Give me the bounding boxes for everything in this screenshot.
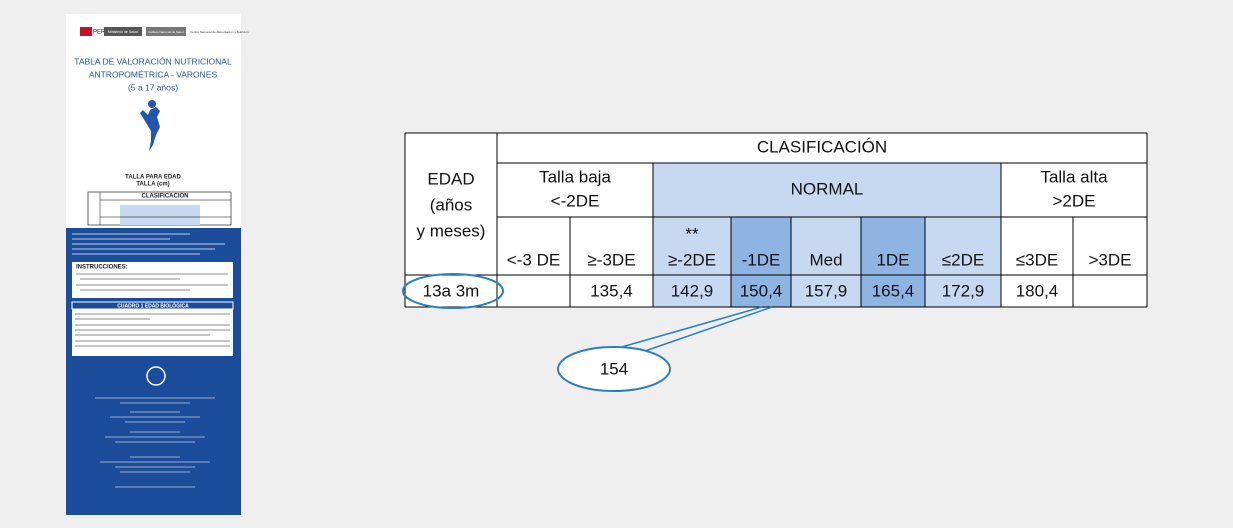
group-header: <-2DE (551, 191, 600, 210)
mini-normal (120, 205, 200, 225)
mini-header: CLASIFICACIÓN (142, 192, 189, 200)
note-mark: ** (685, 224, 699, 243)
logo-text: Centro Nacional de Alimentación y Nutric… (190, 30, 249, 34)
page: PERÚ Ministerio de Salud Instituto Nacio… (0, 0, 1233, 528)
logo-text: Ministerio de Salud (108, 30, 138, 34)
instructions-title: INSTRUCCIONES: (76, 265, 128, 271)
mini-title: TALLA PARA EDAD (125, 175, 181, 181)
age-cell: 13a 3m (423, 281, 480, 300)
edad-header: EDAD (427, 169, 474, 188)
column-header: ≥-2DE (668, 250, 716, 269)
callout-value: 154 (600, 359, 628, 378)
brochure: PERÚ Ministerio de Salud Instituto Nacio… (66, 14, 249, 515)
column-header: Med (809, 250, 842, 269)
value-cell: 142,9 (671, 281, 714, 300)
logo-text: Instituto Nacional de Salud (148, 30, 184, 34)
column-header: ≤2DE (942, 250, 984, 269)
group-header: >2DE (1053, 191, 1096, 210)
group-header: Talla baja (539, 167, 611, 186)
column-header: <-3 DE (507, 250, 560, 269)
brochure-title: TABLA DE VALORACIÓN NUTRICIONAL (74, 56, 232, 66)
column-header: ≥-3DE (587, 250, 635, 269)
athlete-icon (148, 100, 156, 108)
value-cell: 135,4 (590, 281, 633, 300)
brochure-title: ANTROPOMÉTRICA - VARONES (89, 69, 218, 79)
classification-header: CLASIFICACIÓN (757, 137, 887, 156)
value-cell: 150,4 (740, 281, 783, 300)
box-title: CUADRO 1 EDAD BIOLÓGICA (117, 301, 189, 309)
value-cell: 165,4 (872, 281, 915, 300)
group-header: Talla alta (1040, 167, 1108, 186)
value-cell: 157,9 (805, 281, 848, 300)
group-header: NORMAL (791, 179, 864, 198)
column-header: >3DE (1089, 250, 1132, 269)
brochure-title: (5 a 17 años) (128, 82, 178, 92)
column-header: ≤3DE (1016, 250, 1058, 269)
value-cell: 180,4 (1016, 281, 1059, 300)
column-header: 1DE (876, 250, 909, 269)
flag (80, 27, 92, 36)
edad-header: y meses) (417, 221, 486, 240)
table: CLASIFICACIÓN EDAD (años y meses) Talla baja… (403, 133, 1147, 308)
mini-title: TALLA (cm) (136, 182, 169, 188)
box (72, 302, 233, 356)
edad-header: (años (430, 195, 473, 214)
column-header: -1DE (742, 250, 781, 269)
value-cell: 172,9 (942, 281, 985, 300)
